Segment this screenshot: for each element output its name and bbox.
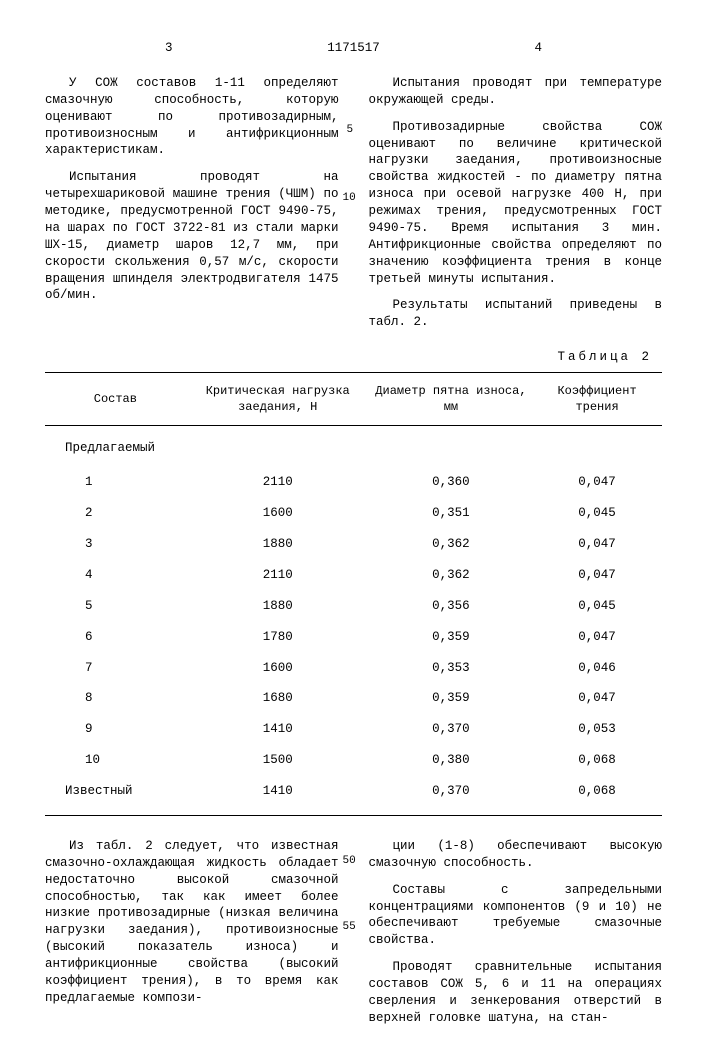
cell: 2110 [186,560,370,591]
table-row: 914100,3700,053 [45,714,662,745]
cell: 2 [45,498,186,529]
cell: 1 [45,467,186,498]
cell: 0,047 [532,560,662,591]
cell: 0,360 [370,467,532,498]
body-text: У СОЖ составов 1-11 определяют смазочную… [45,75,339,159]
table-row: 816800,3590,047 [45,683,662,714]
cell: 0,359 [370,683,532,714]
cell: 0,047 [532,683,662,714]
table-row: 617800,3590,047 [45,622,662,653]
cell: Известный [45,776,186,807]
cell: 0,068 [532,776,662,807]
table-caption: Таблица 2 [45,349,662,366]
col-header: Состав [45,373,186,426]
top-right-col: 5 10 Испытания проводят при температуре … [369,75,663,341]
cell: 0,359 [370,622,532,653]
doc-number: 1171517 [327,40,380,57]
cell: 0,370 [370,776,532,807]
table-row: 421100,3620,047 [45,560,662,591]
body-text: Составы с запредельными концентрациями к… [369,882,663,950]
cell: 0,362 [370,560,532,591]
cell: 5 [45,591,186,622]
table-row: 216000,3510,045 [45,498,662,529]
cell: 10 [45,745,186,776]
cell: 1680 [186,683,370,714]
cell: 6 [45,622,186,653]
body-text: ции (1-8) обеспечивают высокую смазочную… [369,838,663,872]
body-text: Испытания проводят на четырехшариковой м… [45,169,339,304]
col-header: Диаметр пятна износа, мм [370,373,532,426]
bottom-left-col: Из табл. 2 следует, что известная смазоч… [45,838,339,1037]
cell: 0,047 [532,529,662,560]
cell: 1500 [186,745,370,776]
line-marker-10: 10 [343,191,356,206]
cell: 1410 [186,714,370,745]
cell: 0,045 [532,591,662,622]
line-marker-55: 55 [343,920,356,935]
col-header: Коэффициент трения [532,373,662,426]
body-text: Испытания проводят при температуре окруж… [369,75,663,109]
cell: 0,045 [532,498,662,529]
cell: 1410 [186,776,370,807]
body-text: Проводят сравнительные испытания составо… [369,959,663,1027]
page-num-left: 3 [165,40,173,57]
cell: 0,353 [370,653,532,684]
col-header: Критическая нагрузка заедания, Н [186,373,370,426]
cell: 2110 [186,467,370,498]
cell: 0,053 [532,714,662,745]
cell: 0,047 [532,467,662,498]
body-text: Из табл. 2 следует, что известная смазоч… [45,838,339,1007]
cell: 0,046 [532,653,662,684]
bottom-right-col: 50 55 ции (1-8) обеспечивают высокую сма… [369,838,663,1037]
cell: 0,068 [532,745,662,776]
cell: 0,362 [370,529,532,560]
cell: 9 [45,714,186,745]
page-header: 3 1171517 4 [45,40,662,57]
line-marker-50: 50 [343,854,356,869]
cell: 7 [45,653,186,684]
table-row: 318800,3620,047 [45,529,662,560]
table-bottom-divider [45,815,662,816]
table-row: 518800,3560,045 [45,591,662,622]
cell: 0,047 [532,622,662,653]
cell: 0,356 [370,591,532,622]
body-text: Противозадирные свойства СОЖ оценивают п… [369,119,663,288]
cell: 8 [45,683,186,714]
bottom-columns: Из табл. 2 следует, что известная смазоч… [45,838,662,1037]
cell: 1600 [186,498,370,529]
data-table: Состав Критическая нагрузка заедания, Н … [45,372,662,807]
cell: 1780 [186,622,370,653]
cell: 3 [45,529,186,560]
cell: 1880 [186,591,370,622]
body-text: Результаты испытаний приведены в табл. 2… [369,297,663,331]
cell: 1600 [186,653,370,684]
cell: 1880 [186,529,370,560]
table-row: 1015000,3800,068 [45,745,662,776]
cell: 0,380 [370,745,532,776]
cell: 0,351 [370,498,532,529]
cell: 4 [45,560,186,591]
table-row: Известный14100,3700,068 [45,776,662,807]
cell: 0,370 [370,714,532,745]
page-num-right: 4 [534,40,542,57]
table-row: 716000,3530,046 [45,653,662,684]
line-marker-5: 5 [347,123,354,138]
table-row: 121100,3600,047 [45,467,662,498]
top-columns: У СОЖ составов 1-11 определяют смазочную… [45,75,662,341]
table-subheader: Предлагаемый [45,426,662,467]
top-left-col: У СОЖ составов 1-11 определяют смазочную… [45,75,339,341]
